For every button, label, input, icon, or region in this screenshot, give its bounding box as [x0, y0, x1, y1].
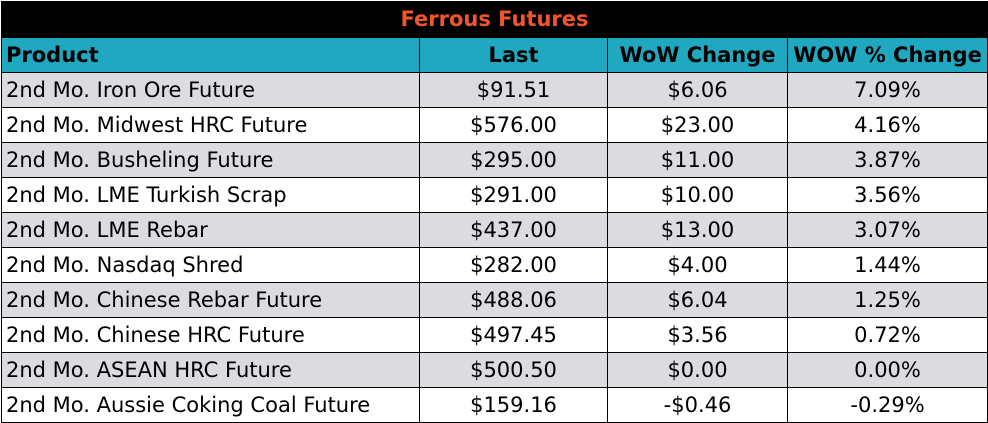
- cell-last: $576.00: [419, 107, 608, 143]
- table-row: 2nd Mo. ASEAN HRC Future $500.50 $0.00 0.00…: [1, 352, 988, 388]
- header-wow-pct-change: WOW % Change: [786, 37, 988, 73]
- cell-product: 2nd Mo. Chinese HRC Future: [1, 317, 420, 353]
- cell-wow-change: $23.00: [607, 107, 788, 143]
- table-row: 2nd Mo. LME Rebar $437.00 $13.00 3.07%: [1, 212, 988, 248]
- cell-last: $497.45: [419, 317, 608, 353]
- cell-last: $159.16: [419, 387, 608, 423]
- table-row: 2nd Mo. LME Turkish Scrap $291.00 $10.00 3.…: [1, 177, 988, 213]
- table-row: 2nd Mo. Chinese Rebar Future $488.06 $6.04…: [1, 282, 988, 318]
- cell-wow-pct-change: 1.25%: [786, 282, 988, 318]
- cell-wow-change: $10.00: [607, 177, 788, 213]
- cell-last: $500.50: [419, 352, 608, 388]
- cell-wow-change: $6.06: [607, 72, 788, 108]
- table-title: Ferrous Futures: [0, 1, 988, 38]
- cell-wow-pct-change: 3.07%: [786, 212, 988, 248]
- cell-product: 2nd Mo. ASEAN HRC Future: [1, 352, 420, 388]
- table-row: 2nd Mo. Busheling Future $295.00 $11.00 3.8…: [1, 142, 988, 178]
- cell-wow-pct-change: 4.16%: [786, 107, 988, 143]
- cell-product: 2nd Mo. Midwest HRC Future: [1, 107, 420, 143]
- table-row: 2nd Mo. Iron Ore Future $91.51 $6.06 7.09%: [1, 72, 988, 108]
- cell-wow-change: $0.00: [607, 352, 788, 388]
- cell-wow-change: $6.04: [607, 282, 788, 318]
- cell-wow-change: $11.00: [607, 142, 788, 178]
- cell-last: $291.00: [419, 177, 608, 213]
- cell-wow-pct-change: 1.44%: [786, 247, 988, 283]
- cell-wow-change: -$0.46: [607, 387, 788, 423]
- cell-wow-change: $4.00: [607, 247, 788, 283]
- cell-last: $91.51: [419, 72, 608, 108]
- table-title-row: Ferrous Futures: [0, 1, 988, 38]
- cell-wow-pct-change: 7.09%: [786, 72, 988, 108]
- cell-product: 2nd Mo. Busheling Future: [1, 142, 420, 178]
- cell-product: 2nd Mo. Iron Ore Future: [1, 72, 420, 108]
- table-row: 2nd Mo. Nasdaq Shred $282.00 $4.00 1.44%: [1, 247, 988, 283]
- cell-last: $437.00: [419, 212, 608, 248]
- cell-wow-change: $13.00: [607, 212, 788, 248]
- cell-wow-pct-change: 3.56%: [786, 177, 988, 213]
- table-row: 2nd Mo. Midwest HRC Future $576.00 $23.00 4…: [1, 107, 988, 143]
- cell-last: $488.06: [419, 282, 608, 318]
- cell-product: 2nd Mo. Chinese Rebar Future: [1, 282, 420, 318]
- cell-wow-pct-change: 0.72%: [786, 317, 988, 353]
- header-last: Last: [419, 37, 608, 73]
- cell-last: $295.00: [419, 142, 608, 178]
- table-row: 2nd Mo. Chinese HRC Future $497.45 $3.56 0.…: [1, 317, 988, 353]
- header-product: Product: [1, 37, 420, 73]
- cell-wow-pct-change: 0.00%: [786, 352, 988, 388]
- cell-wow-change: $3.56: [607, 317, 788, 353]
- cell-wow-pct-change: 3.87%: [786, 142, 988, 178]
- cell-product: 2nd Mo. Aussie Coking Coal Future: [1, 387, 420, 423]
- cell-wow-pct-change: -0.29%: [786, 387, 988, 423]
- cell-last: $282.00: [419, 247, 608, 283]
- cell-product: 2nd Mo. LME Rebar: [1, 212, 420, 248]
- header-wow-change: WoW Change: [607, 37, 788, 73]
- cell-product: 2nd Mo. Nasdaq Shred: [1, 247, 420, 283]
- table-row: 2nd Mo. Aussie Coking Coal Future $159.16…: [1, 387, 988, 423]
- cell-product: 2nd Mo. LME Turkish Scrap: [1, 177, 420, 213]
- table-header-row: Product Last WoW Change WOW % Change: [1, 37, 988, 73]
